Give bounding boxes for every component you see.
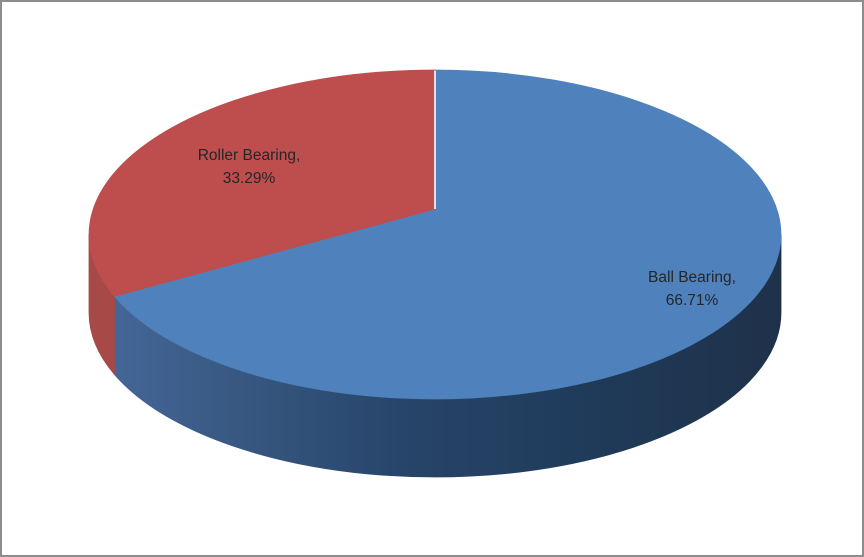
data-label-ball-line2: 66.71% [665, 292, 719, 309]
pie-slice-roller-bearing[interactable] [88, 69, 436, 297]
data-label-ball-bearing[interactable]: Ball Bearing, 66.71% [648, 266, 736, 312]
data-label-roller-bearing[interactable]: Roller Bearing, 33.29% [198, 144, 301, 190]
pie-slice-ball-bearing[interactable] [114, 69, 782, 400]
data-label-roller-line1: Roller Bearing, [197, 147, 301, 164]
data-label-ball-line1: Ball Bearing, [648, 269, 736, 286]
data-label-roller-line2: 33.29% [222, 170, 276, 187]
